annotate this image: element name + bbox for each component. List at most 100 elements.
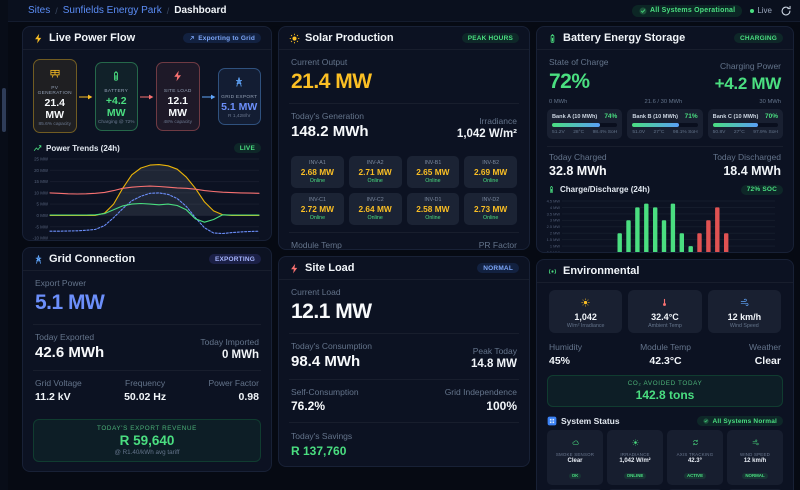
thermometer-icon bbox=[660, 298, 669, 307]
system-status-header: System Status All Systems Normal bbox=[537, 413, 793, 429]
bank-voltage: 50.8V bbox=[712, 129, 726, 135]
export-revenue-banner: TODAY'S EXPORT REVENUE R 59,640 @ R1.40/… bbox=[33, 419, 261, 462]
inverter-cell-inv-a2[interactable]: INV-A2 2.71 MW Online bbox=[348, 156, 402, 188]
inverter-id: INV-C1 bbox=[308, 197, 326, 203]
battery-bank-a[interactable]: Bank A (10 MWh) 74% 51.2V 28°C 98.4% SoH bbox=[547, 109, 623, 139]
state-of-charge: State of Charge 72% bbox=[549, 57, 609, 93]
flow-node-sub: R 1,428/hr bbox=[228, 113, 251, 119]
sun-icon bbox=[581, 298, 590, 307]
divider bbox=[289, 103, 519, 104]
bank-soh: 98.4% SoH bbox=[592, 129, 618, 135]
generation-irradiance-row: Today's Generation 148.2 MWh Irradiance … bbox=[279, 104, 529, 149]
status-tile-badge: NORMAL bbox=[742, 472, 768, 479]
battery-icon bbox=[110, 70, 122, 82]
flow-node-site-load[interactable]: SITE LOAD 12.1 MW 48% capacity bbox=[156, 61, 200, 131]
current-output-metric: Current Output 21.4 MW bbox=[279, 50, 529, 103]
inverter-output: 2.58 MW bbox=[416, 204, 450, 214]
scrollbar-thumb[interactable] bbox=[2, 88, 6, 132]
bank-soc: 74% bbox=[604, 113, 618, 120]
svg-text:10 MW: 10 MW bbox=[34, 190, 49, 195]
bank-soc-bar bbox=[552, 123, 618, 127]
bank-soc: 71% bbox=[684, 113, 698, 120]
battery-bank-b[interactable]: Bank B (10 MWh) 71% 51.0V 27°C 98.1% SoH bbox=[627, 109, 703, 139]
co2-avoided-banner: CO₂ AVOIDED TODAY 142.8 tons bbox=[547, 375, 783, 407]
current-output-value: 21.4 MW bbox=[291, 70, 372, 93]
cloud-icon bbox=[572, 439, 579, 446]
bolt-icon bbox=[172, 70, 184, 82]
flow-node-sub: 85.6% capacity bbox=[38, 122, 72, 127]
inverter-cell-inv-b1[interactable]: INV-B1 2.65 MW Online bbox=[406, 156, 460, 188]
today-imported: Today Imported 0 MWh bbox=[200, 337, 259, 361]
flow-node-sub: Charging @ 72% bbox=[97, 119, 135, 125]
flow-node-label: PV GENERATION bbox=[37, 86, 72, 96]
humidity-temp-weather-row: Humidity 45% Module Temp 42.3°C Weather … bbox=[537, 336, 793, 373]
cycle-chart-header: Charge/Discharge (24h) 72% SOC bbox=[537, 182, 793, 197]
inverter-status: Online bbox=[309, 178, 326, 184]
weather: Weather Clear bbox=[749, 342, 781, 367]
card-header: Site Load NORMAL bbox=[279, 257, 529, 280]
sun-icon bbox=[631, 439, 639, 446]
battery-bank-c[interactable]: Bank C (10 MWh) 70% 50.8V 27°C 97.9% SoH bbox=[707, 109, 783, 139]
grid-stats-row: Grid Voltage 11.2 kV Frequency 50.02 Hz … bbox=[23, 371, 271, 412]
topbar-right: All Systems Operational Live bbox=[631, 4, 792, 17]
grid-connection-card: Grid Connection EXPORTING Export Power 5… bbox=[22, 247, 272, 472]
wind-icon bbox=[740, 298, 749, 307]
flow-node-label: SITE LOAD bbox=[163, 88, 192, 94]
app-grid-icon bbox=[547, 416, 557, 426]
breadcrumb: Sites / Sunfields Energy Park / Dashboar… bbox=[28, 5, 226, 16]
status-tile-smoke-sensor[interactable]: SMOKE SENSOR Clear OK bbox=[547, 430, 603, 485]
current-load-metric: Current Load 12.1 MW bbox=[279, 280, 529, 333]
card-title: Grid Connection bbox=[49, 253, 136, 265]
battery-storage-card: Battery Energy Storage CHARGING State of… bbox=[536, 26, 794, 253]
status-tile-label: WIND SPEED bbox=[739, 452, 770, 457]
wind-icon bbox=[752, 439, 759, 446]
charge-discharge-chart: 4.5 MW4 MW 3.5 MW3 MW 2.5 MW2 MW 1.5 MW1 MW… bbox=[547, 198, 775, 252]
live-badge: LIVE bbox=[233, 143, 261, 153]
svg-text:2 MW: 2 MW bbox=[550, 230, 560, 235]
env-tile-label: W/m² Irradiance bbox=[566, 323, 605, 329]
status-tile-value: 42.3° bbox=[687, 458, 703, 464]
inverter-output: 2.69 MW bbox=[474, 167, 508, 177]
check-circle-icon bbox=[639, 7, 647, 15]
flow-arrow-icon bbox=[140, 87, 154, 105]
inverter-id: INV-B1 bbox=[424, 160, 442, 166]
flow-node-grid-export[interactable]: GRID EXPORT 5.1 MW R 1,428/hr bbox=[217, 67, 261, 125]
inverter-cell-inv-c1[interactable]: INV-C1 2.72 MW Online bbox=[291, 193, 344, 225]
humidity: Humidity 45% bbox=[549, 342, 583, 367]
card-title: Battery Energy Storage bbox=[563, 32, 686, 44]
todays-consumption: Today's Consumption 98.4 MWh bbox=[291, 341, 372, 370]
inverter-cell-inv-d2[interactable]: INV-D2 2.73 MW Online bbox=[464, 193, 517, 225]
status-tile-axis-tracking[interactable]: AXIS TRACKING 42.3° ACTIVE bbox=[667, 430, 723, 485]
bank-soc: 70% bbox=[764, 113, 778, 120]
env-tile-label: Wind Speed bbox=[729, 323, 759, 329]
inverter-cell-inv-c2[interactable]: INV-C2 2.64 MW Online bbox=[348, 193, 402, 225]
status-tile-wind-speed[interactable]: WIND SPEED 12 km/h NORMAL bbox=[727, 430, 783, 485]
status-tile-irradiance[interactable]: IRRADIANCE 1,042 W/m² ONLINE bbox=[607, 430, 663, 485]
inverter-cell-inv-b2[interactable]: INV-B2 2.69 MW Online bbox=[464, 156, 517, 188]
bolt-icon bbox=[289, 263, 300, 274]
inverter-cell-inv-d1[interactable]: INV-D1 2.58 MW Online bbox=[406, 193, 460, 225]
bank-name: Bank A (10 MWh) bbox=[552, 113, 598, 120]
inverter-status: Online bbox=[367, 215, 383, 221]
bank-soc-bar bbox=[632, 123, 698, 127]
solar-production-card: Solar Production PEAK HOURS Current Outp… bbox=[278, 26, 530, 250]
refresh-icon[interactable] bbox=[780, 5, 792, 17]
breadcrumb-separator: / bbox=[55, 5, 58, 16]
column-right: Battery Energy Storage CHARGING State of… bbox=[536, 26, 794, 490]
env-tile-value: 1,042 bbox=[574, 312, 597, 322]
card-header: Environmental bbox=[537, 260, 793, 283]
flow-node-battery[interactable]: BATTERY +4.2 MW Charging @ 72% bbox=[94, 61, 138, 131]
breadcrumb-site-name[interactable]: Sunfields Energy Park bbox=[62, 5, 162, 16]
inverter-cell-inv-a1[interactable]: INV-A1 2.68 MW Online bbox=[291, 156, 344, 188]
inverter-status: Online bbox=[425, 215, 441, 221]
status-tile-badge: OK bbox=[568, 472, 582, 479]
card-title: Solar Production bbox=[305, 32, 394, 44]
divider bbox=[289, 333, 519, 334]
flow-node-sub: 48% capacity bbox=[163, 119, 193, 125]
flow-node-value: 21.4 MW bbox=[44, 97, 65, 121]
bank-soh: 98.1% SoH bbox=[672, 129, 698, 135]
breadcrumb-sites[interactable]: Sites bbox=[28, 5, 51, 16]
cycle-chart-area: 4.5 MW 4 MW 3.5 MW 3 MW 2.5 MW 2 MW 1.5 MW 1 MW… bbox=[537, 197, 793, 252]
flow-node-pv-generation[interactable]: PV GENERATION 21.4 MW 85.6% capacity bbox=[33, 59, 77, 133]
